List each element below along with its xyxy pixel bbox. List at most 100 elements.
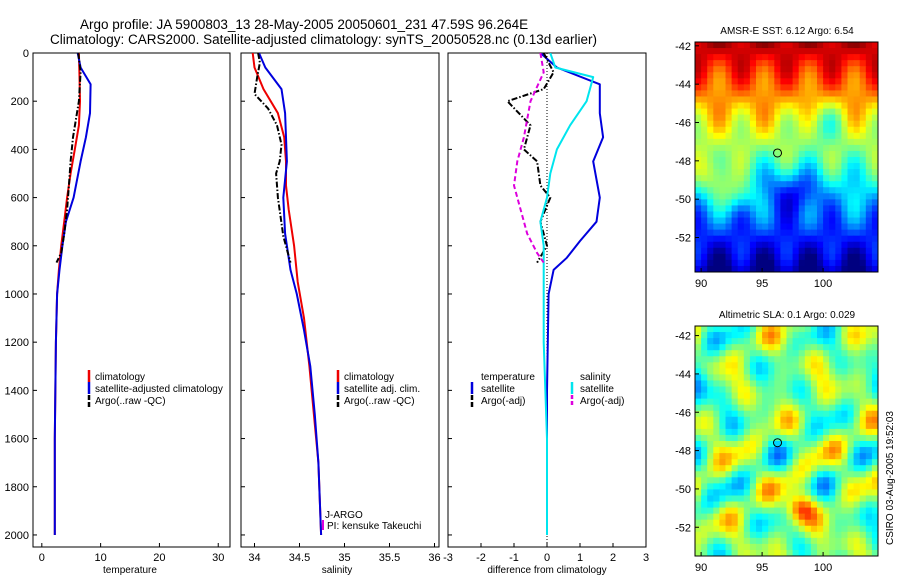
sla_map-cell	[817, 416, 824, 424]
sla_map-cell	[695, 374, 702, 382]
sst_map-cell	[695, 144, 702, 152]
sst_map-cell	[719, 72, 727, 79]
sla_map-cell	[835, 362, 842, 369]
sst_map-cell	[786, 126, 794, 134]
sst_map-cell	[853, 223, 861, 231]
sst_map-cell	[695, 138, 702, 146]
sst_map-cell	[774, 205, 781, 213]
sla_map-cell	[792, 513, 800, 521]
sst_map-cell	[817, 223, 824, 231]
legend-label-climatology: climatology	[95, 372, 145, 383]
sst_map-cell	[719, 199, 727, 207]
sla_map-cell	[774, 344, 781, 351]
sla_map-cell	[695, 344, 702, 351]
sla_map-cell	[768, 344, 775, 351]
sla_map-cell	[731, 392, 739, 400]
sst_map-cell	[804, 157, 812, 164]
sla_map-cell	[829, 386, 836, 394]
sst_map-cell	[823, 108, 830, 116]
sst_map-cell	[749, 138, 757, 146]
sla_map-cell	[829, 519, 836, 527]
sst_map-cell	[810, 144, 818, 152]
sst_map-cell	[719, 187, 727, 194]
sla_map-cell	[762, 543, 769, 551]
sla_map-cell	[865, 513, 873, 521]
sla_map-cell	[835, 434, 842, 442]
sla_map-cell	[871, 525, 878, 533]
sla_map-cell	[804, 549, 812, 556]
sla_map-cell	[841, 507, 849, 515]
sst_map-cell	[762, 223, 769, 231]
sla_map-cell	[841, 380, 849, 388]
sst_map-cell	[749, 193, 757, 200]
sst_map-cell	[823, 163, 830, 170]
sla_map-cell	[853, 374, 861, 382]
sst_map-cell	[707, 157, 714, 164]
sst_map-cell	[719, 96, 727, 104]
sst_map-cell	[695, 108, 702, 116]
sst_map-cell	[853, 181, 861, 188]
sst_map-cell	[817, 259, 824, 267]
sst_map-ytick-label: -46	[675, 118, 691, 130]
sla_map-cell	[707, 350, 714, 357]
sst_map-cell	[798, 126, 806, 134]
sst_map-cell	[756, 48, 763, 55]
sst_map-cell	[847, 72, 855, 79]
sst_map-cell	[701, 163, 708, 170]
sla_map-cell	[817, 471, 824, 478]
sst_map-cell	[713, 223, 720, 231]
sla_map-cell	[835, 495, 842, 503]
sla_map-cell	[810, 332, 818, 339]
sla_map-cell	[713, 398, 720, 406]
sst_map-cell	[707, 144, 714, 152]
sla_map-cell	[829, 410, 836, 418]
sla_map-cell	[835, 471, 842, 478]
sst_map-cell	[713, 265, 720, 272]
sst_map-cell	[701, 84, 708, 92]
sst_map-cell	[823, 84, 830, 92]
sla_map-cell	[847, 543, 855, 551]
temperature-ytick-label: 200	[11, 96, 29, 108]
sst_map-cell	[762, 120, 769, 128]
sla_map-cell	[762, 489, 769, 497]
sst_map-cell	[859, 66, 867, 73]
sla_map-cell	[804, 459, 812, 466]
sla_map-cell	[853, 416, 861, 424]
sst_map-cell	[731, 90, 739, 98]
sla_map-cell	[829, 374, 836, 382]
sla_map-cell	[792, 434, 800, 442]
sla_map-cell	[731, 447, 739, 454]
sla_map-cell	[835, 422, 842, 430]
sla_map-cell	[756, 501, 763, 509]
sst_map-cell	[823, 205, 830, 213]
sst_map-cell	[756, 126, 763, 134]
sla_map-cell	[743, 501, 751, 509]
sla_map-cell	[762, 398, 769, 406]
sla_map-cell	[768, 428, 775, 436]
sla_map-cell	[853, 543, 861, 551]
sst_map-cell	[835, 235, 842, 243]
sst_map-cell	[829, 169, 836, 176]
sla_map-cell	[737, 434, 745, 442]
sla_map-cell	[731, 428, 739, 436]
sla_map-cell	[835, 344, 842, 351]
sst_map-cell	[768, 78, 775, 85]
sla_map-cell	[713, 386, 720, 394]
sst_map-cell	[817, 66, 824, 73]
sla_map-cell	[725, 525, 733, 533]
sla_map-cell	[847, 416, 855, 424]
sla_map-cell	[774, 501, 781, 509]
sst_map-cell	[780, 60, 788, 67]
sla_map-cell	[841, 453, 849, 460]
sst_map-cell	[804, 42, 812, 49]
sst_map-cell	[701, 108, 708, 116]
sla_map-cell	[713, 344, 720, 351]
sla_map-cell	[762, 549, 769, 556]
sla_map-cell	[841, 477, 849, 484]
sla_map-cell	[817, 344, 824, 351]
sst_map-cell	[865, 102, 873, 110]
sla_map-cell	[835, 525, 842, 533]
sla_map-cell	[804, 434, 812, 442]
sla_map-cell	[823, 543, 830, 551]
sst_map-cell	[829, 187, 836, 194]
